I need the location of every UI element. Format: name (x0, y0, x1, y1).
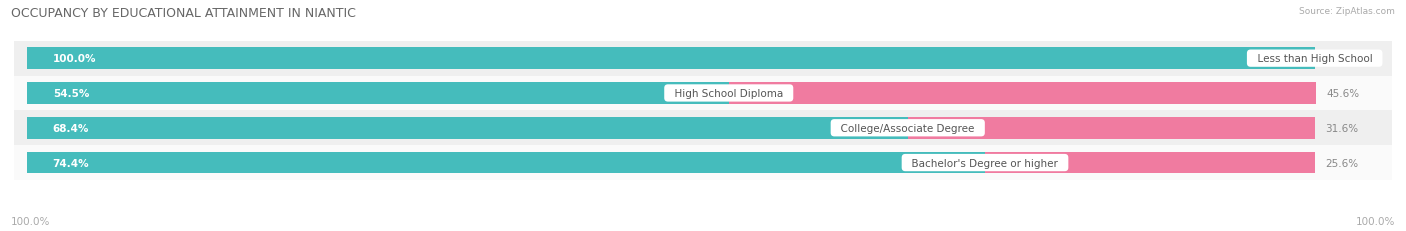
Bar (14, 111, 1392, 146)
Bar (27, 48, 1315, 70)
Text: 74.4%: 74.4% (52, 158, 90, 168)
Text: 100.0%: 100.0% (1355, 216, 1395, 226)
Text: College/Associate Degree: College/Associate Degree (834, 123, 981, 133)
Text: 31.6%: 31.6% (1324, 123, 1358, 133)
Bar (27, 83, 728, 104)
Text: 45.6%: 45.6% (1326, 88, 1360, 99)
Text: OCCUPANCY BY EDUCATIONAL ATTAINMENT IN NIANTIC: OCCUPANCY BY EDUCATIONAL ATTAINMENT IN N… (11, 7, 356, 20)
Text: Source: ZipAtlas.com: Source: ZipAtlas.com (1299, 7, 1395, 16)
Bar (27, 152, 986, 174)
Text: Less than High School: Less than High School (1250, 54, 1379, 64)
Bar (986, 152, 1315, 174)
Bar (27, 118, 908, 139)
Text: 68.4%: 68.4% (52, 123, 89, 133)
Text: 100.0%: 100.0% (11, 216, 51, 226)
Text: 0.0%: 0.0% (1334, 54, 1360, 64)
Legend: Owner-occupied, Renter-occupied: Owner-occupied, Renter-occupied (592, 229, 814, 231)
Bar (14, 146, 1392, 180)
Text: Bachelor's Degree or higher: Bachelor's Degree or higher (905, 158, 1064, 168)
Bar (908, 118, 1315, 139)
Text: High School Diploma: High School Diploma (668, 88, 790, 99)
Bar (14, 76, 1392, 111)
Text: 54.5%: 54.5% (52, 88, 89, 99)
Text: 25.6%: 25.6% (1324, 158, 1358, 168)
Text: 100.0%: 100.0% (52, 54, 96, 64)
Bar (728, 83, 1316, 104)
Bar (14, 42, 1392, 76)
